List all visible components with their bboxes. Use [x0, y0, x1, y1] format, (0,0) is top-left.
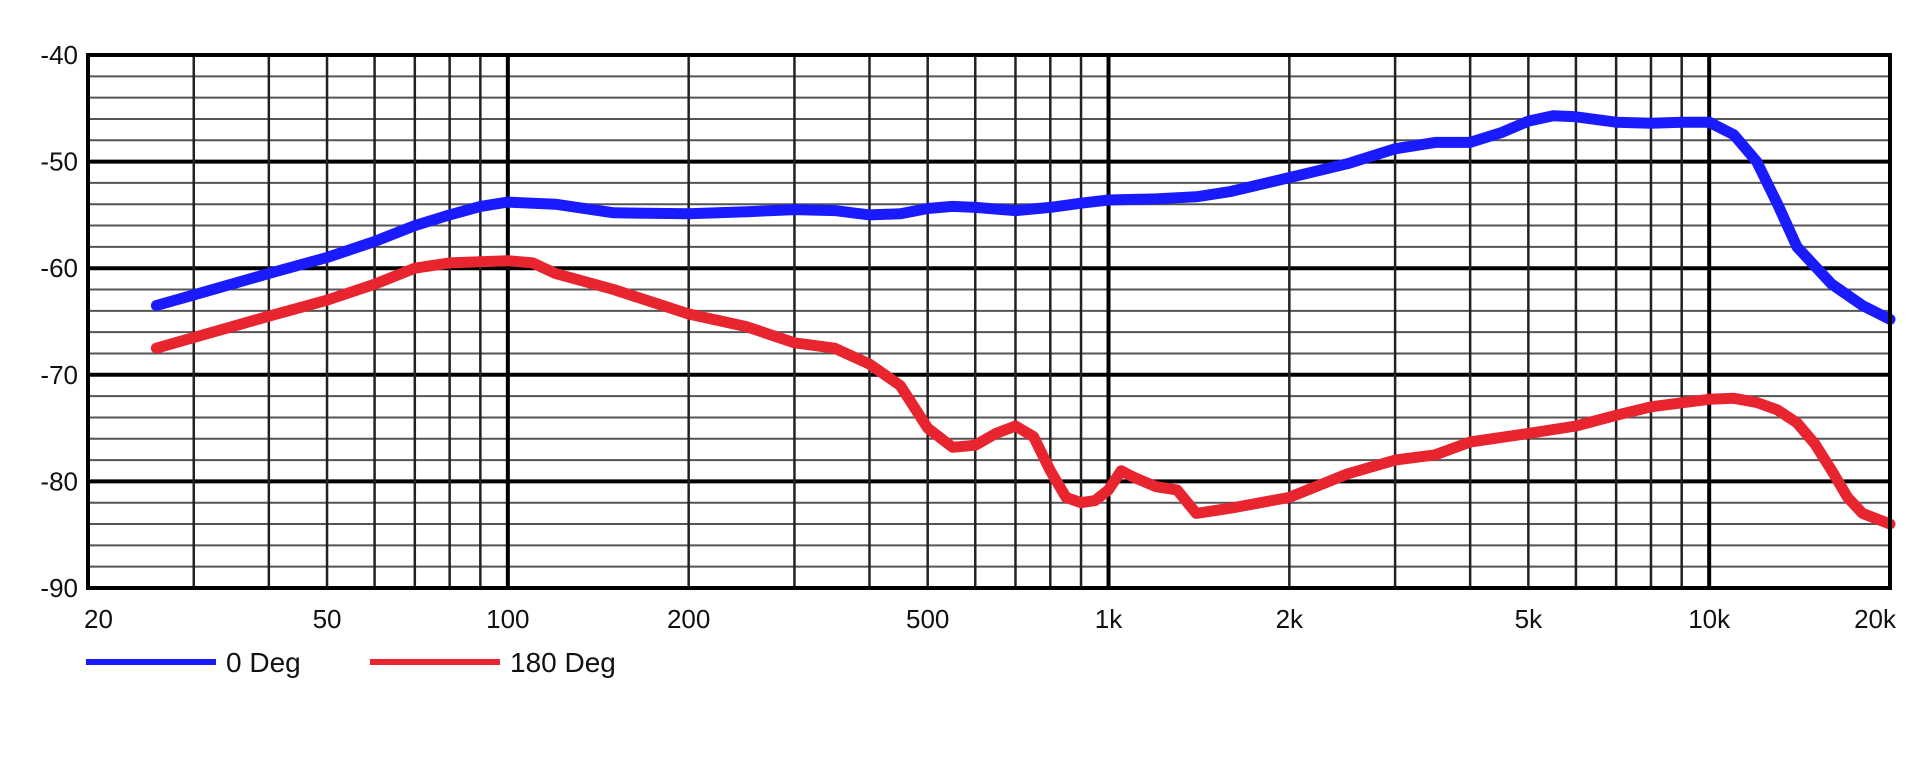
grid: [86, 53, 1892, 590]
x-tick-label: 200: [667, 604, 710, 634]
x-axis-ticks: 20 50 100 200 500 1k 2k 5k 10k 20k: [84, 604, 1897, 634]
series-line-0: [150, 110, 1896, 325]
y-tick-label: -90: [40, 573, 78, 603]
x-tick-label: 50: [313, 604, 342, 634]
x-tick-label: 20k: [1854, 604, 1897, 634]
x-tick-label: 1k: [1095, 604, 1123, 634]
x-tick-label: 100: [486, 604, 529, 634]
y-axis-ticks: -40 -50 -60 -70 -80 -90: [40, 40, 78, 603]
series-line-1: [150, 255, 1896, 530]
y-tick-label: -70: [40, 360, 78, 390]
y-tick-label: -40: [40, 40, 78, 70]
plot-frame: [86, 53, 1892, 590]
x-tick-label: 20: [84, 604, 113, 634]
x-tick-label: 5k: [1515, 604, 1543, 634]
legend-label-0: 0 Deg: [226, 647, 301, 678]
legend-label-1: 180 Deg: [510, 647, 616, 678]
y-tick-label: -60: [40, 253, 78, 283]
y-tick-label: -80: [40, 466, 78, 496]
y-tick-label: -50: [40, 147, 78, 177]
x-tick-label: 500: [906, 604, 949, 634]
x-tick-label: 2k: [1276, 604, 1304, 634]
x-tick-label: 10k: [1688, 604, 1731, 634]
series-lines: [150, 110, 1896, 530]
legend: 0 Deg 180 Deg: [86, 647, 616, 678]
